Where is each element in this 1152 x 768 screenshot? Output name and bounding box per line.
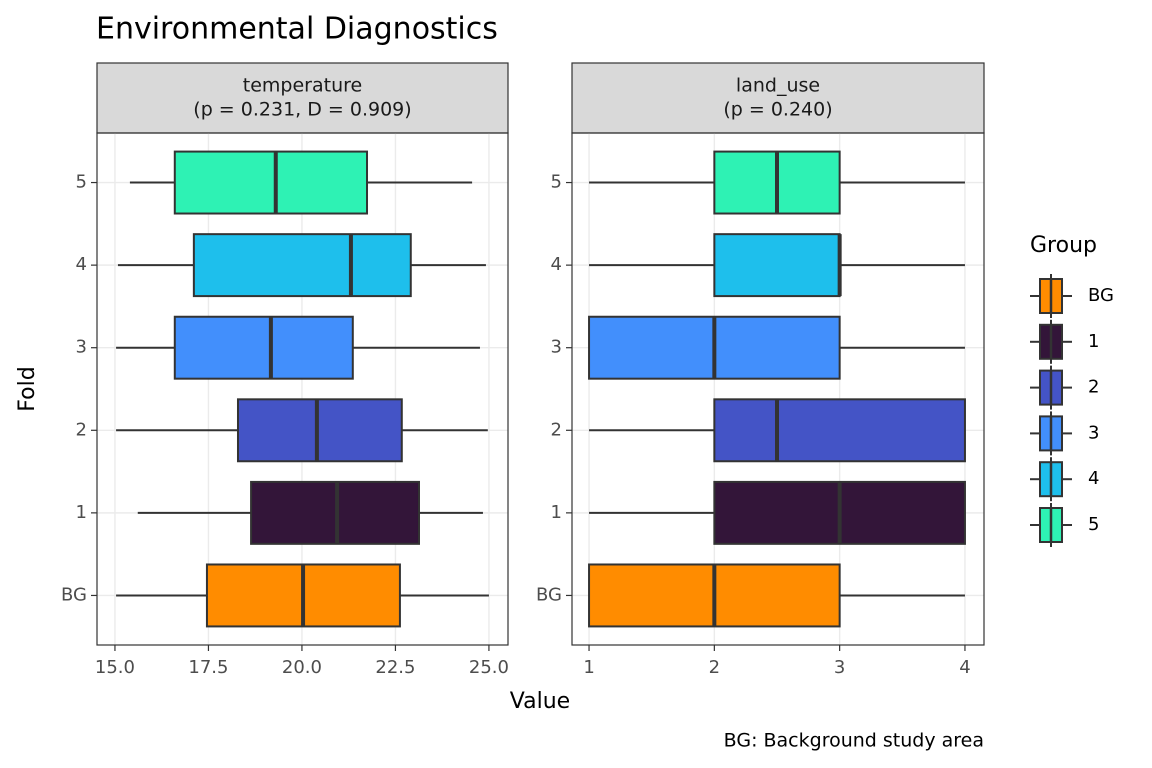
x-tick-label: 3 — [834, 657, 845, 678]
y-axis-label: Fold — [15, 366, 40, 411]
legend-label: BG — [1088, 285, 1114, 306]
strip — [96, 62, 509, 134]
y-tick-label: 1 — [551, 502, 562, 523]
box — [192, 233, 412, 298]
y-tick-label: 5 — [76, 172, 87, 193]
box — [250, 480, 420, 545]
x-tick-label: 4 — [959, 657, 970, 678]
y-tick-label: 4 — [76, 254, 87, 275]
x-tick-label: 17.5 — [188, 657, 228, 678]
box — [713, 398, 966, 463]
panel-border — [571, 132, 985, 646]
chart-title: Environmental Diagnostics — [96, 12, 498, 47]
y-tick-label: 2 — [76, 419, 87, 440]
y-tick-label: 5 — [551, 172, 562, 193]
y-tick-label: 3 — [551, 337, 562, 358]
legend-label: 1 — [1088, 331, 1099, 352]
x-tick-label: 22.5 — [375, 657, 415, 678]
x-tick-label: 25.0 — [469, 657, 509, 678]
y-tick-label: 4 — [551, 254, 562, 275]
panel-background — [572, 133, 984, 645]
y-tick-label: BG — [536, 584, 562, 605]
strip-label: land_use — [736, 75, 820, 97]
x-tick-label: 15.0 — [95, 657, 135, 678]
box — [173, 150, 369, 215]
y-tick-label: 2 — [551, 419, 562, 440]
legend-label: 2 — [1088, 377, 1099, 398]
box — [236, 398, 403, 463]
strip-label: (p = 0.231, D = 0.909) — [193, 99, 411, 121]
x-tick-label: 20.0 — [282, 657, 322, 678]
strip-label: temperature — [243, 75, 362, 97]
legend-label: 4 — [1088, 468, 1099, 489]
x-axis-label: Value — [510, 689, 570, 714]
y-tick-label: 3 — [76, 337, 87, 358]
legend-title: Group — [1030, 233, 1097, 258]
box — [173, 315, 354, 380]
y-tick-label: 1 — [76, 502, 87, 523]
strip-label: (p = 0.240) — [723, 99, 832, 121]
panel-border — [96, 132, 509, 646]
caption: BG: Background study area — [724, 730, 984, 752]
x-tick-label: 2 — [709, 657, 720, 678]
box — [713, 233, 841, 298]
y-tick-label: BG — [61, 584, 87, 605]
x-tick-label: 1 — [583, 657, 594, 678]
legend-label: 5 — [1088, 514, 1099, 535]
legend-label: 3 — [1088, 422, 1099, 443]
